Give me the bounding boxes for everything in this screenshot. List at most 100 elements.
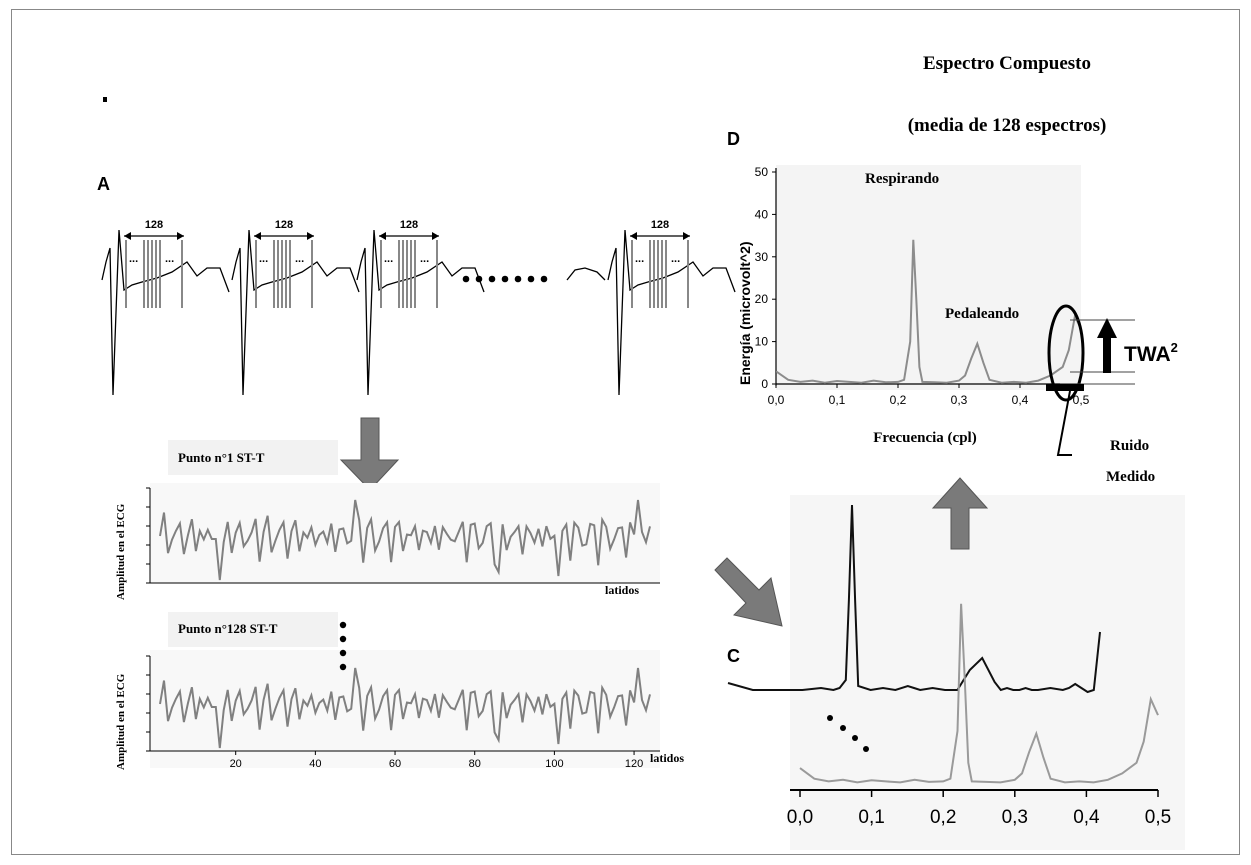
ellipsis-dot	[501, 275, 509, 283]
beat-point-128-label: Punto n°128 ST-T	[178, 621, 278, 636]
d-xtick-label: 0,5	[1073, 393, 1090, 407]
ecg-strip: 128... ...128... ...128... ...128......	[101, 219, 736, 396]
arrowhead-right-icon	[683, 232, 690, 240]
c-xtick-label: 0,2	[930, 807, 956, 828]
panel-a-letter: A	[97, 174, 110, 194]
label-bg-top	[168, 440, 338, 475]
noise-label-line1: Ruido	[1110, 438, 1149, 454]
ecg-beat: 128......	[231, 219, 360, 396]
b-bottom-ylabel: Amplitud en el ECG	[115, 673, 127, 770]
ellipsis-dot	[540, 275, 548, 283]
diagonal-arrow-icon	[714, 557, 783, 627]
twa-arrow-icon	[1097, 318, 1117, 338]
pedaleando-annotation: Pedaleando	[945, 306, 1019, 322]
arrowhead-left-icon	[630, 232, 637, 240]
d-ytick-label: 10	[755, 335, 769, 349]
up-arrow-icon	[931, 477, 989, 550]
c-xtick-label: 0,5	[1145, 807, 1171, 828]
d-axes: 0 10 20 30 40 50 0,0 0,1 0,2 0,3 0,4 0,5	[755, 165, 1090, 407]
d-ylabel: Energía (microvolt^2)	[737, 241, 753, 385]
ecg-trace	[607, 229, 736, 396]
b-bottom-xlabel: latidos	[650, 751, 684, 765]
figure-frame	[11, 9, 1240, 855]
twa-ellipse	[1047, 304, 1085, 402]
noise-pointer	[1056, 390, 1072, 456]
window-length-label: 128	[651, 219, 669, 231]
spectrum-single-black	[727, 504, 1101, 694]
down-arrow-icon	[339, 417, 400, 491]
spectrum-title: Espectro Compuesto	[923, 53, 1091, 74]
c-xtick-label: 0,4	[1073, 807, 1100, 828]
window-length-label: 128	[400, 219, 418, 231]
d-ytick-label: 20	[755, 292, 769, 306]
b-xtick-label: 80	[469, 758, 481, 770]
beat-series-top	[159, 499, 651, 581]
arrowhead-left-icon	[124, 232, 131, 240]
d-ytick-label: 50	[755, 165, 769, 179]
b-xtick-label: 100	[545, 758, 563, 770]
panel-c-bg	[790, 495, 1185, 850]
diagonal-ellipsis	[827, 715, 869, 752]
dots-right: ...	[420, 253, 429, 265]
twa-arrow-shaft	[1103, 337, 1111, 373]
c-xtick-label: 0,0	[787, 807, 813, 828]
b-bottom-xticks: 20 40 60 80 100 120	[230, 751, 643, 770]
panel-d-letter: D	[727, 129, 740, 149]
arrowhead-right-icon	[307, 232, 314, 240]
noise-label-line2: Medido	[1106, 469, 1155, 485]
b-bottom-axes	[146, 655, 660, 752]
arrowhead-left-icon	[254, 232, 261, 240]
d-xtick-label: 0,3	[951, 393, 968, 407]
ecg-trace	[356, 229, 485, 396]
d-xtick-label: 0,0	[768, 393, 785, 407]
dots-left: ...	[384, 253, 393, 265]
d-xtick-label: 0,1	[829, 393, 846, 407]
ecg-trace	[101, 229, 230, 396]
b-xtick-label: 40	[309, 758, 321, 770]
b-top-ylabel: Amplitud en el ECG	[115, 503, 127, 600]
ecg-beat: 128......	[356, 219, 485, 396]
d-xtick-label: 0,4	[1012, 393, 1029, 407]
stray-dot	[103, 97, 107, 102]
dots-left: ...	[635, 253, 644, 265]
c-xtick-label: 0,3	[1002, 807, 1028, 828]
dots-right: ...	[671, 253, 680, 265]
d-xtick-label: 0,2	[890, 393, 907, 407]
beat-point-1-label: Punto n°1 ST-T	[178, 450, 265, 465]
vertical-ellipsis	[339, 621, 347, 671]
ellipsis-dot	[488, 275, 496, 283]
composite-spectrum-line	[776, 239, 1081, 384]
ecg-trace	[231, 229, 360, 396]
b-xtick-label: 60	[389, 758, 401, 770]
arrowhead-right-icon	[177, 232, 184, 240]
ellipsis-dot	[514, 275, 522, 283]
dots-left: ...	[129, 253, 138, 265]
d-ytick-label: 40	[755, 207, 769, 221]
plot-d-bg	[776, 165, 1081, 390]
d-xlabel: Frecuencia (cpl)	[873, 430, 976, 446]
d-ytick-label: 30	[755, 250, 769, 264]
window-length-label: 128	[145, 219, 163, 231]
spectrum-subtitle: (media de 128 espectros)	[908, 115, 1107, 136]
respirando-annotation: Respirando	[865, 171, 939, 187]
ecg-beat: 128......	[607, 219, 736, 396]
spectrum-single-gray	[799, 603, 1159, 784]
c-xtick-label: 0,1	[858, 807, 884, 828]
ellipsis-dot	[527, 275, 535, 283]
arrowhead-left-icon	[379, 232, 386, 240]
ecg-trace-fragment	[566, 267, 606, 281]
b-top-xlabel: latidos	[605, 583, 639, 597]
b-xtick-label: 120	[625, 758, 643, 770]
d-ytick-label: 0	[761, 377, 768, 391]
b-top-axes	[146, 487, 660, 584]
b-xtick-label: 20	[230, 758, 242, 770]
twa-label: TWA2	[1124, 340, 1178, 366]
ellipsis-dots	[462, 275, 548, 283]
dots-left: ...	[259, 253, 268, 265]
dots-right: ...	[295, 253, 304, 265]
beat-series-bottom	[159, 667, 651, 749]
panel-c-letter: C	[727, 646, 740, 666]
c-xticks: 0,0 0,1 0,2 0,3 0,4 0,5	[787, 790, 1171, 828]
ecg-beat: 128......	[101, 219, 230, 396]
label-bg-bottom	[168, 612, 338, 647]
